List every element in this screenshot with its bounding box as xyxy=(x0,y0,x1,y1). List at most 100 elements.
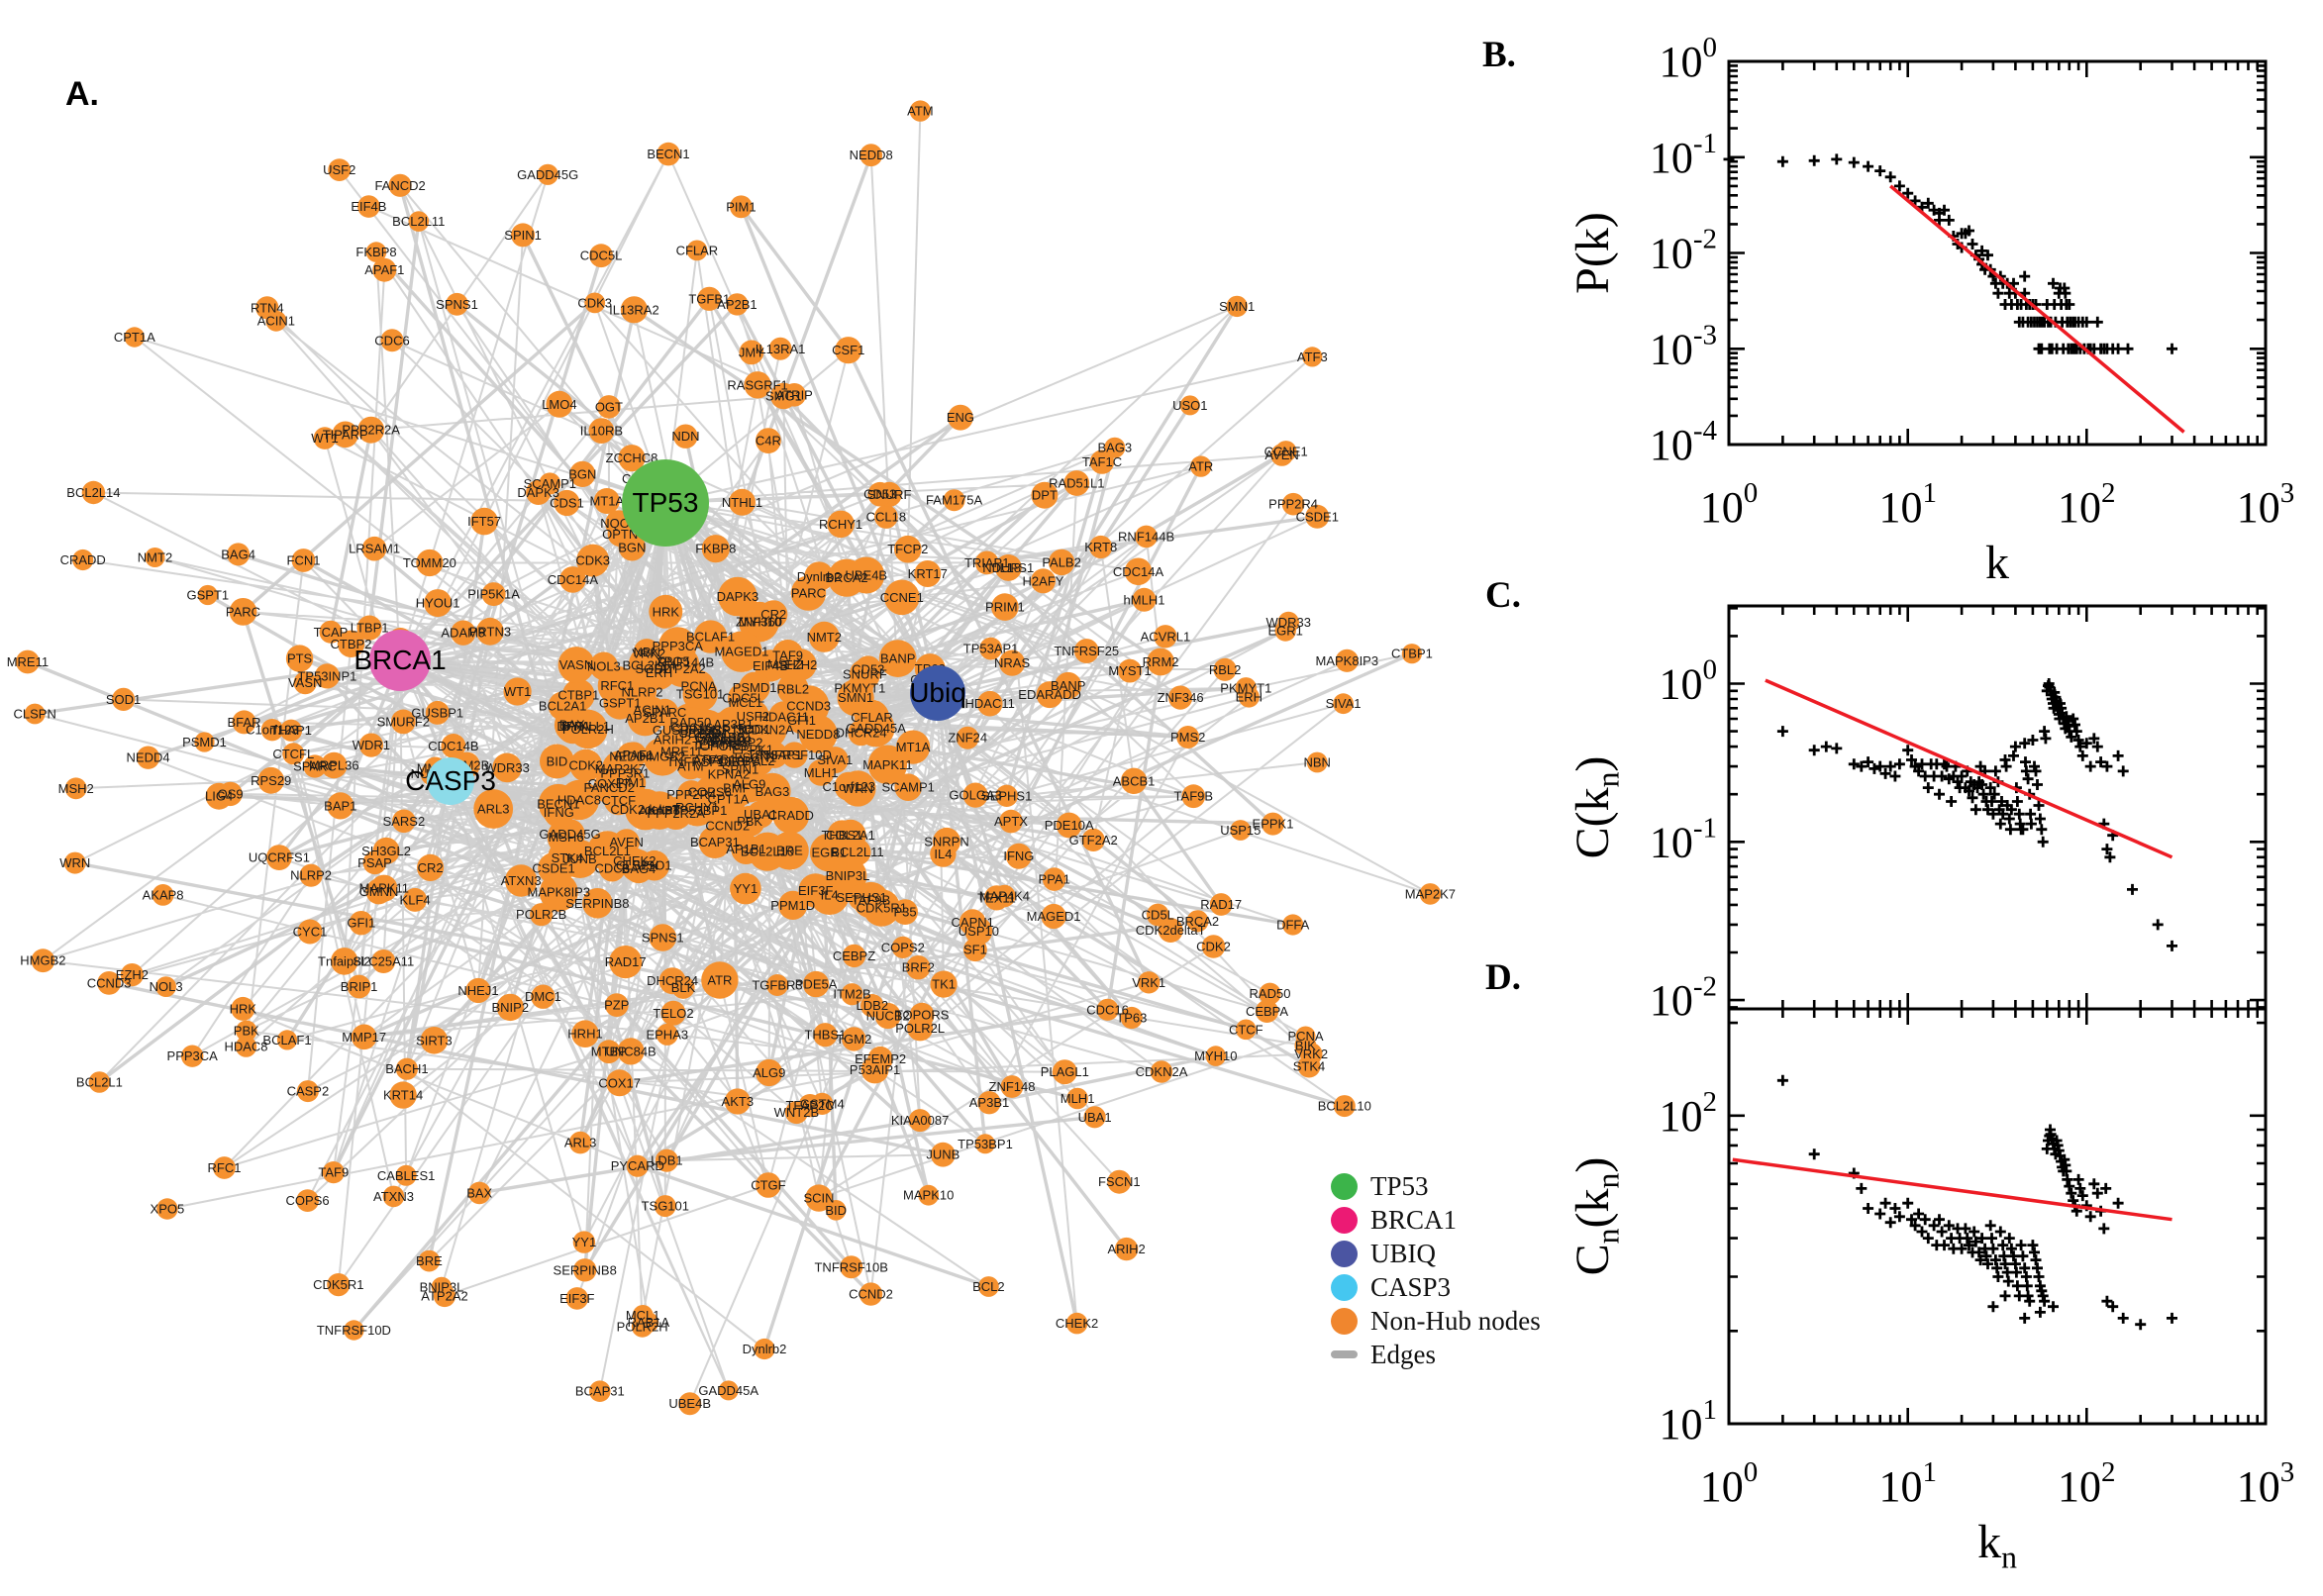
network-node-label: TNFRSF10B xyxy=(814,1259,887,1274)
scatter-points xyxy=(1776,678,2177,951)
network-node-label: GTF2A2 xyxy=(1069,833,1118,848)
network-node-label: TAF9 xyxy=(318,1165,349,1180)
network-node-label: CYC1 xyxy=(293,925,328,940)
network-node-label: CDK2deltaT xyxy=(610,802,680,817)
network-node-label: TNFRSF10D xyxy=(758,748,832,762)
network-node-label: BFAR xyxy=(228,715,261,730)
network-node-label: PPP3CA xyxy=(167,1048,219,1063)
network-node-label: BIK xyxy=(1295,1039,1316,1053)
network-node-label: AKAP8 xyxy=(143,887,184,902)
network-node-label: NTHL1 xyxy=(722,495,762,510)
network-node-label: DHCR24 xyxy=(647,973,698,988)
panel-b-label: B. xyxy=(1482,35,1516,75)
network-node-label: NDUFS1 xyxy=(982,560,1034,575)
network-node-label: BIK xyxy=(699,727,720,742)
network-node xyxy=(781,742,808,768)
network-node-label: IL13RA1 xyxy=(756,342,806,356)
network-node-label: ATP2A2 xyxy=(658,661,705,676)
network-node-label: GADD45G xyxy=(517,167,578,182)
network-node-label: OS9 xyxy=(218,786,244,801)
network-node xyxy=(576,544,610,577)
network-node xyxy=(349,911,373,936)
network-node xyxy=(638,1312,659,1333)
network-node xyxy=(1274,441,1297,462)
network-node xyxy=(331,948,358,975)
network-node-label: C1orf123 xyxy=(822,779,874,794)
network-node xyxy=(744,371,771,399)
network-node xyxy=(1168,685,1193,710)
network-node-label: FKBP8 xyxy=(695,542,736,556)
network-node xyxy=(894,773,922,801)
x-tick-label: 103 xyxy=(2237,477,2295,532)
network-node-label: SEPHS1 xyxy=(836,890,886,905)
network-node xyxy=(266,845,292,870)
network-node-label: APAF1 xyxy=(364,262,404,277)
network-node-label: CSDE1 xyxy=(1296,509,1339,524)
network-node xyxy=(597,395,621,419)
network-node-label: HRK xyxy=(230,1001,257,1016)
network-node-label: RFC1 xyxy=(208,1160,242,1175)
network-node-label: CDK2deltaT xyxy=(1136,923,1206,938)
network-node-label: ENG xyxy=(947,410,974,425)
network-node-label: TP53AP1 xyxy=(748,748,803,762)
network-node-label: CDK2 xyxy=(1196,940,1231,954)
network-node xyxy=(229,598,257,626)
network-node xyxy=(372,837,400,864)
network-node-label: SERPINB8 xyxy=(565,896,629,911)
network-node-label: EIF3F xyxy=(559,1291,594,1306)
network-node xyxy=(322,1161,345,1184)
network-node xyxy=(994,554,1022,581)
network-node xyxy=(156,1198,178,1220)
panel-d-plot: 100 101 102 103 102 101 Cn(kn) kn xyxy=(1566,1007,2294,1575)
network-node-label: SLC25A11 xyxy=(353,954,414,969)
network-node-label: STK4 xyxy=(552,850,584,865)
network-node xyxy=(671,975,695,999)
network-node xyxy=(544,797,574,828)
network-node-label: MAPK8IP3 xyxy=(1316,653,1379,668)
network-node xyxy=(813,1023,838,1047)
network-node-label: PARC xyxy=(791,586,826,601)
network-node xyxy=(560,840,600,878)
network-node-label: JUNB xyxy=(926,1147,960,1162)
network-node-label: CD53 xyxy=(852,662,884,677)
network-node xyxy=(197,584,218,606)
network-node xyxy=(730,872,761,905)
network-node-label: CRADD xyxy=(768,808,814,823)
network-node xyxy=(678,788,717,827)
node-swatch-icon xyxy=(1331,1172,1358,1200)
network-node xyxy=(1000,1075,1024,1098)
hub-node-brca1 xyxy=(369,630,431,691)
network-node-label: H2AFY xyxy=(1023,573,1064,588)
network-node-label: TAF9B xyxy=(852,893,891,908)
network-node xyxy=(276,1030,298,1050)
network-node-label: SMN1 xyxy=(1219,299,1255,314)
network-node-label: FAM175A xyxy=(926,493,982,508)
network-node xyxy=(265,310,287,332)
network-node xyxy=(296,1189,319,1212)
network-node xyxy=(565,1287,589,1310)
network-node xyxy=(372,257,397,282)
network-node xyxy=(257,766,285,794)
network-node-label: LDB1 xyxy=(651,1153,683,1168)
network-node xyxy=(999,809,1023,834)
network-node-label: FKBP8 xyxy=(355,245,396,259)
panel-c-label: C. xyxy=(1485,575,1521,616)
network-node xyxy=(609,946,643,979)
network-node-label: CASP2 xyxy=(287,1084,330,1099)
network-node-label: BCL2 xyxy=(743,753,775,768)
network-node-label: TFCP2 xyxy=(887,542,928,556)
network-node xyxy=(1282,914,1304,936)
network-node xyxy=(718,1380,739,1401)
legend-label: BRCA1 xyxy=(1370,1204,1458,1235)
network-node-label: FANCD2 xyxy=(374,178,425,193)
network-node xyxy=(63,851,86,874)
network-node-label: BID xyxy=(825,1203,847,1218)
network-node-label: CCND3 xyxy=(786,699,831,714)
y-tick-label: 101 xyxy=(1660,1394,1718,1448)
y-axis-title: P(k) xyxy=(1566,212,1619,294)
network-node-label: MAP2K7 xyxy=(1405,886,1456,901)
network-node xyxy=(1259,982,1281,1005)
scatter-points xyxy=(1723,153,2177,354)
network-node-label: PDE10A xyxy=(1045,818,1094,833)
